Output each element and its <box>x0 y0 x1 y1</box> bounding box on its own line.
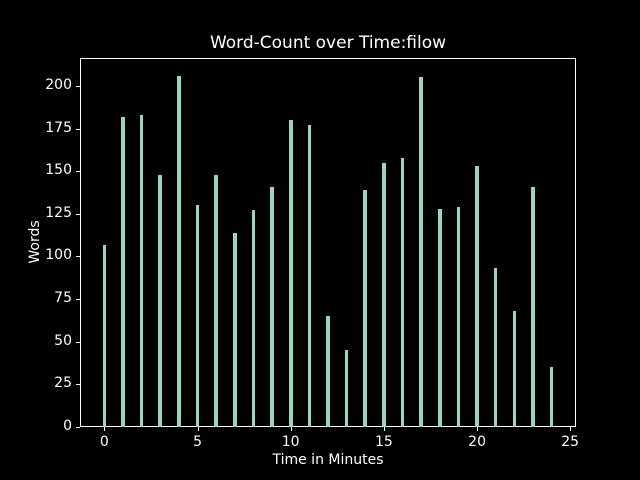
bar-minute-4 <box>177 75 181 427</box>
bar-minute-10 <box>288 119 293 427</box>
bar-minute-15 <box>382 162 386 427</box>
bar-minute-13 <box>344 350 349 427</box>
bar-minute-24 <box>549 367 554 427</box>
y-tick-mark <box>76 341 80 343</box>
bar-minute-3 <box>158 174 163 427</box>
bar-minute-11 <box>307 125 312 427</box>
bar-minute-9 <box>270 186 274 427</box>
y-tick-label: 100 <box>45 247 72 264</box>
y-tick-mark <box>76 171 80 173</box>
y-tick-mark <box>76 128 80 130</box>
x-tick-label: 15 <box>374 434 393 450</box>
x-tick-label: 5 <box>193 434 203 450</box>
y-tick-label: 50 <box>54 332 72 349</box>
bar-minute-2 <box>139 114 144 427</box>
y-tick-label: 200 <box>45 76 72 93</box>
x-tick-label: 0 <box>99 434 109 450</box>
x-tick-mark <box>197 427 199 431</box>
y-tick-mark <box>76 256 80 258</box>
x-tick-mark <box>104 427 106 431</box>
bar-minute-1 <box>121 116 125 427</box>
y-tick-label: 175 <box>45 119 72 136</box>
y-tick-mark <box>76 427 80 428</box>
bar-minute-8 <box>251 210 256 427</box>
y-tick-mark <box>76 85 80 87</box>
x-tick-mark <box>570 427 572 431</box>
y-tick-mark <box>76 213 80 215</box>
bar-minute-18 <box>437 208 442 427</box>
bar-minute-17 <box>419 77 423 427</box>
y-tick-label: 0 <box>63 418 72 434</box>
x-tick-label: 10 <box>281 434 300 450</box>
y-tick-label: 150 <box>45 162 72 179</box>
bar-minute-5 <box>195 205 200 427</box>
bar-minute-19 <box>456 206 461 427</box>
y-tick-label: 25 <box>54 375 72 392</box>
bar-minute-0 <box>102 244 107 427</box>
bar-minute-6 <box>214 174 218 427</box>
x-tick-mark <box>290 427 292 431</box>
y-tick-label: 75 <box>54 290 72 307</box>
bar-minute-23 <box>531 186 535 427</box>
bar-minute-20 <box>475 166 479 427</box>
x-tick-label: 20 <box>468 434 486 450</box>
bar-minute-12 <box>326 316 330 427</box>
bar-minute-22 <box>512 311 517 427</box>
x-tick-label: 25 <box>561 434 580 450</box>
y-tick-mark <box>76 384 80 386</box>
y-tick-mark <box>76 299 80 301</box>
x-axis-label: Time in Minutes <box>272 452 384 468</box>
x-tick-mark <box>383 427 385 431</box>
chart-title: Word-Count over Time:filow <box>209 33 447 53</box>
y-tick-label: 125 <box>45 204 72 221</box>
x-tick-mark <box>477 427 479 431</box>
bar-minute-14 <box>363 189 368 427</box>
bar-minute-16 <box>400 157 405 427</box>
bar-minute-21 <box>493 268 498 427</box>
bar-minute-7 <box>233 232 237 427</box>
